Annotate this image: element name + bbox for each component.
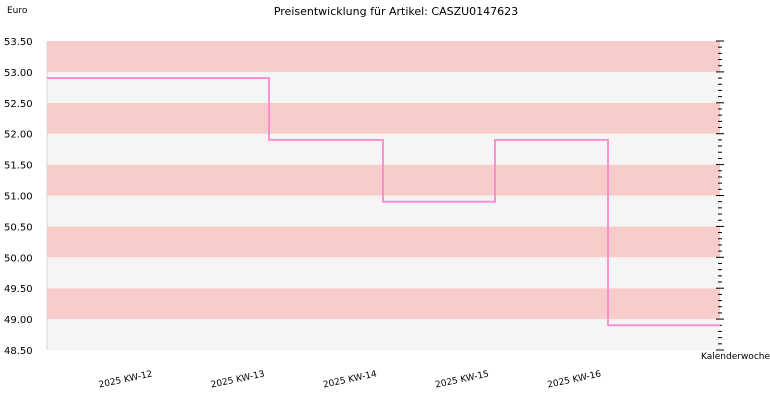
plot-band bbox=[47, 41, 720, 72]
y-tick-label: 50.50 bbox=[4, 222, 33, 233]
price-series-line bbox=[47, 77, 720, 327]
plot-band bbox=[47, 257, 720, 289]
plot-band bbox=[47, 319, 720, 350]
y-axis-label: Euro bbox=[7, 6, 28, 16]
x-axis: 2025 KW-12 2025 KW-13 2025 KW-14 2025 KW-15… bbox=[98, 369, 602, 390]
y-axis: 48.50 49.00 49.50 50.00 50.50 51.00 51.50 52.00… bbox=[4, 37, 724, 357]
series-layer bbox=[47, 77, 720, 327]
plot-band bbox=[47, 71, 720, 103]
x-tick-label: 2025 KW-14 bbox=[322, 369, 378, 390]
chart-title: Preisentwicklung für Artikel: CASZU01476… bbox=[274, 5, 518, 18]
x-tick-label: 2025 KW-12 bbox=[98, 369, 153, 390]
y-tick-label: 52.50 bbox=[4, 99, 33, 110]
x-tick-label: 2025 KW-13 bbox=[210, 369, 265, 390]
x-tick-label: 2025 KW-15 bbox=[434, 369, 489, 390]
y-tick-label: 49.50 bbox=[4, 284, 33, 295]
plot-band bbox=[47, 102, 720, 134]
y-tick-label: 53.00 bbox=[4, 68, 33, 79]
plot-band bbox=[47, 226, 720, 258]
y-tick-label: 51.50 bbox=[4, 161, 33, 172]
y-tick-label: 53.50 bbox=[4, 37, 33, 48]
x-axis-label: Kalenderwoche bbox=[701, 352, 770, 362]
y-tick-label: 51.00 bbox=[4, 192, 33, 203]
x-tick-label: 2025 KW-16 bbox=[547, 369, 603, 390]
y-tick-label: 48.50 bbox=[4, 346, 33, 357]
plot-band bbox=[47, 288, 720, 320]
y-tick-label: 52.00 bbox=[4, 130, 33, 141]
y-tick-label: 49.00 bbox=[4, 315, 33, 326]
y-tick-label: 50.00 bbox=[4, 253, 33, 264]
